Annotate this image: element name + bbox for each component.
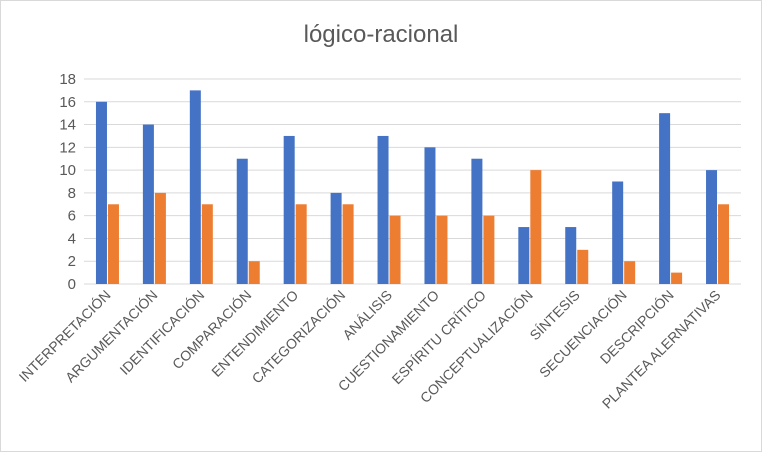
bar-series2 xyxy=(436,215,448,284)
bar-series1 xyxy=(189,90,201,284)
bar-series1 xyxy=(471,158,483,284)
y-tick-label: 14 xyxy=(59,117,76,134)
bar-series2 xyxy=(295,204,307,284)
x-tick-label: CATEGORIZACIÓN xyxy=(249,287,349,387)
x-tick-label: IDENTIFICACIÓN xyxy=(116,287,207,378)
bar-series2 xyxy=(530,170,542,284)
bar-series2 xyxy=(107,204,119,284)
chart-title: lógico-racional xyxy=(303,21,459,48)
bar-series2 xyxy=(671,272,683,284)
bar-series1 xyxy=(283,135,295,284)
bar-series2 xyxy=(624,261,636,284)
x-tick-label: COMPARACIÓN xyxy=(169,287,254,372)
y-tick-label: 2 xyxy=(68,253,76,270)
bar-series1 xyxy=(518,227,530,284)
bar-series2 xyxy=(342,204,354,284)
bar-series2 xyxy=(389,215,401,284)
bar-series2 xyxy=(154,192,166,284)
y-tick-label: 4 xyxy=(68,230,76,247)
bar-series1 xyxy=(659,113,671,285)
y-tick-label: 6 xyxy=(68,208,76,225)
y-tick-label: 12 xyxy=(59,139,76,156)
y-tick-label: 16 xyxy=(59,94,76,111)
bar-series1 xyxy=(377,135,389,284)
bar-series1 xyxy=(330,192,342,284)
bar-series2 xyxy=(248,261,260,284)
bar-series2 xyxy=(201,204,213,284)
x-tick-label: ENTENDIMIENTO xyxy=(208,287,301,380)
bar-series2 xyxy=(718,204,730,284)
bar-series2 xyxy=(483,215,495,284)
bar-series1 xyxy=(142,124,154,284)
y-tick-label: 8 xyxy=(68,185,76,202)
bar-series2 xyxy=(577,249,589,284)
y-tick-label: 0 xyxy=(68,276,76,293)
bar-series1 xyxy=(706,170,718,284)
bar-series1 xyxy=(424,147,436,284)
bar-series1 xyxy=(95,101,107,285)
bar-series1 xyxy=(565,227,577,284)
bar-series1 xyxy=(612,181,624,284)
x-tick-label: SECUENCIACIÓN xyxy=(536,287,630,381)
y-tick-label: 18 xyxy=(59,71,76,88)
y-tick-label: 10 xyxy=(59,162,76,179)
bar-series1 xyxy=(236,158,248,284)
